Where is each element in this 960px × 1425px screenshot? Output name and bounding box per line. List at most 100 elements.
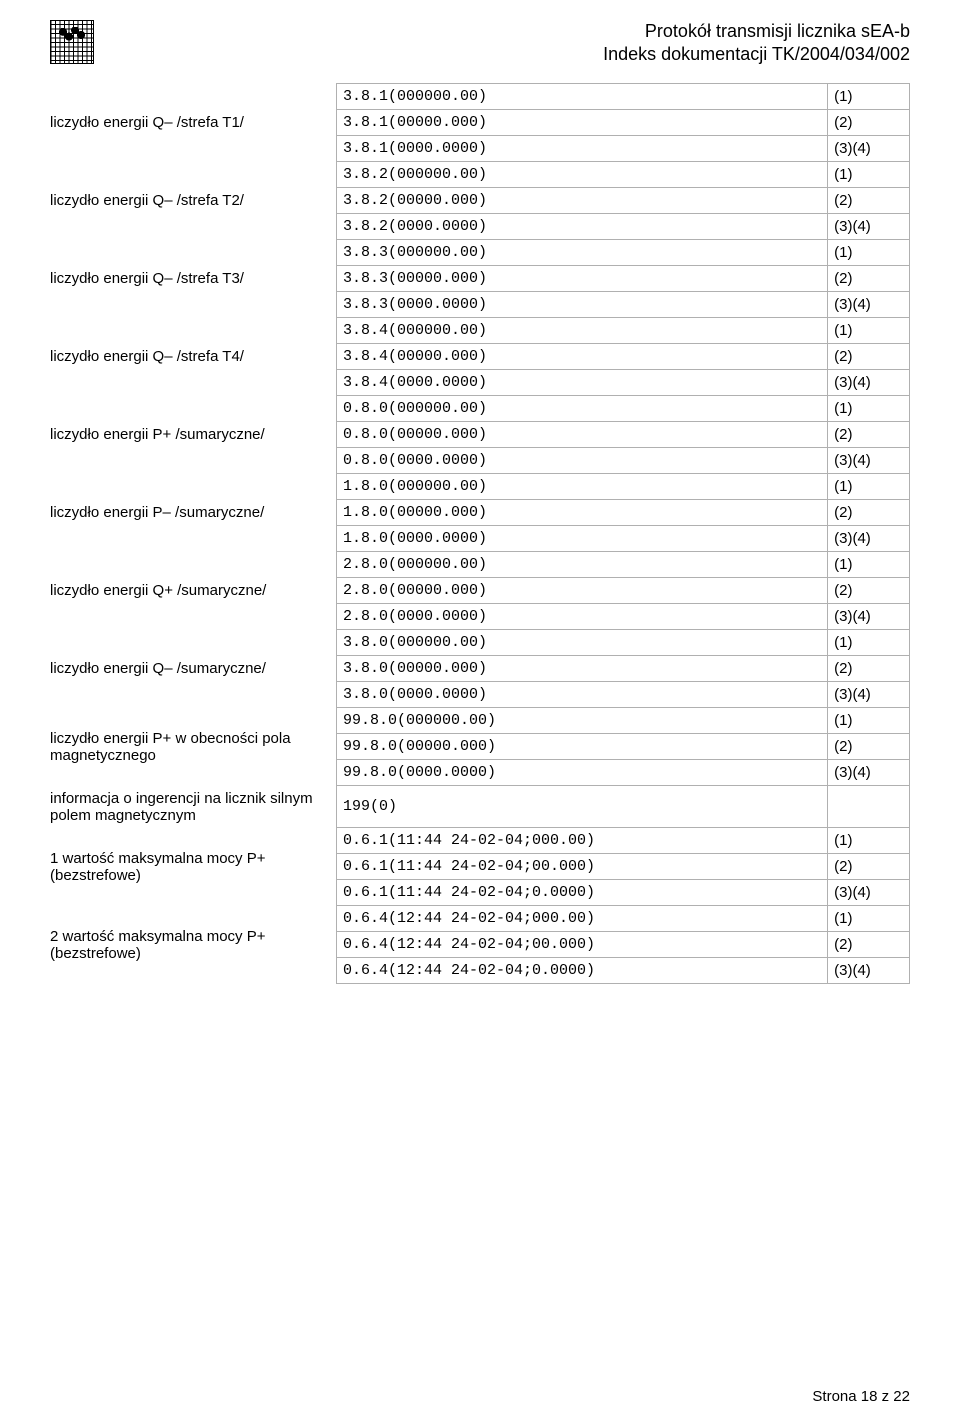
note-cell: (1) bbox=[828, 828, 910, 854]
code-cell: 1.8.0(0000.0000) bbox=[337, 526, 828, 552]
table-row: liczydło energii Q+ /sumaryczne/2.8.0(00… bbox=[50, 552, 910, 578]
code-cell: 3.8.1(0000.0000) bbox=[337, 136, 828, 162]
group-label: 1 wartość maksymalna mocy P+ (bezstrefow… bbox=[50, 828, 337, 906]
table-row: liczydło energii Q– /strefa T4/3.8.4(000… bbox=[50, 318, 910, 344]
code-cell: 0.6.1(11:44 24-02-04;00.000) bbox=[337, 854, 828, 880]
note-cell: (1) bbox=[828, 396, 910, 422]
code-cell: 3.8.2(00000.000) bbox=[337, 188, 828, 214]
note-cell: (3)(4) bbox=[828, 526, 910, 552]
group-label: liczydło energii Q– /strefa T2/ bbox=[50, 162, 337, 240]
note-cell: (3)(4) bbox=[828, 448, 910, 474]
note-cell: (2) bbox=[828, 500, 910, 526]
note-cell: (1) bbox=[828, 906, 910, 932]
header-line-2: Indeks dokumentacji TK/2004/034/002 bbox=[104, 43, 910, 66]
code-cell: 3.8.4(0000.0000) bbox=[337, 370, 828, 396]
code-cell: 3.8.2(000000.00) bbox=[337, 162, 828, 188]
code-cell: 99.8.0(000000.00) bbox=[337, 708, 828, 734]
note-cell: (2) bbox=[828, 344, 910, 370]
code-cell: 2.8.0(0000.0000) bbox=[337, 604, 828, 630]
data-table: liczydło energii Q– /strefa T1/3.8.1(000… bbox=[50, 83, 910, 984]
note-cell: (3)(4) bbox=[828, 136, 910, 162]
code-cell: 3.8.3(0000.0000) bbox=[337, 292, 828, 318]
code-cell: 0.6.1(11:44 24-02-04;0.0000) bbox=[337, 880, 828, 906]
code-cell: 0.6.1(11:44 24-02-04;000.00) bbox=[337, 828, 828, 854]
note-cell: (1) bbox=[828, 162, 910, 188]
logo-icon bbox=[50, 20, 94, 64]
table-row: liczydło energii Q– /strefa T2/3.8.2(000… bbox=[50, 162, 910, 188]
code-cell: 3.8.4(000000.00) bbox=[337, 318, 828, 344]
header-line-1: Protokół transmisji licznika sEA-b bbox=[104, 20, 910, 43]
table-row: liczydło energii P+ /sumaryczne/0.8.0(00… bbox=[50, 396, 910, 422]
group-label: liczydło energii P– /sumaryczne/ bbox=[50, 474, 337, 552]
header: Protokół transmisji licznika sEA-b Indek… bbox=[50, 20, 910, 65]
note-cell: (3)(4) bbox=[828, 760, 910, 786]
code-cell: 3.8.2(0000.0000) bbox=[337, 214, 828, 240]
code-cell: 0.6.4(12:44 24-02-04;00.000) bbox=[337, 932, 828, 958]
group-label: liczydło energii Q+ /sumaryczne/ bbox=[50, 552, 337, 630]
code-cell: 0.8.0(000000.00) bbox=[337, 396, 828, 422]
group-label: liczydło energii Q– /strefa T1/ bbox=[50, 84, 337, 162]
code-cell: 3.8.4(00000.000) bbox=[337, 344, 828, 370]
note-cell: (2) bbox=[828, 734, 910, 760]
code-cell: 99.8.0(0000.0000) bbox=[337, 760, 828, 786]
note-cell: (2) bbox=[828, 854, 910, 880]
code-cell: 0.8.0(00000.000) bbox=[337, 422, 828, 448]
group-label: liczydło energii P+ /sumaryczne/ bbox=[50, 396, 337, 474]
group-label: liczydło energii P+ w obecności pola mag… bbox=[50, 708, 337, 786]
group-label: liczydło energii Q– /strefa T3/ bbox=[50, 240, 337, 318]
header-text: Protokół transmisji licznika sEA-b Indek… bbox=[104, 20, 910, 65]
note-cell: (2) bbox=[828, 188, 910, 214]
group-label: 2 wartość maksymalna mocy P+ (bezstrefow… bbox=[50, 906, 337, 984]
page: Protokół transmisji licznika sEA-b Indek… bbox=[0, 0, 960, 1425]
note-cell: (1) bbox=[828, 318, 910, 344]
note-cell: (3)(4) bbox=[828, 370, 910, 396]
code-cell: 3.8.0(0000.0000) bbox=[337, 682, 828, 708]
group-label: liczydło energii Q– /strefa T4/ bbox=[50, 318, 337, 396]
code-cell: 1.8.0(00000.000) bbox=[337, 500, 828, 526]
note-cell: (1) bbox=[828, 240, 910, 266]
table-row: liczydło energii Q– /sumaryczne/3.8.0(00… bbox=[50, 630, 910, 656]
group-label: informacja o ingerencji na licznik silny… bbox=[50, 786, 337, 828]
code-cell: 3.8.1(00000.000) bbox=[337, 110, 828, 136]
code-cell: 3.8.3(000000.00) bbox=[337, 240, 828, 266]
note-cell: (3)(4) bbox=[828, 682, 910, 708]
note-cell: (1) bbox=[828, 708, 910, 734]
note-cell: (2) bbox=[828, 578, 910, 604]
note-cell: (1) bbox=[828, 474, 910, 500]
code-cell: 199(0) bbox=[337, 786, 828, 828]
note-cell: (2) bbox=[828, 266, 910, 292]
note-cell: (2) bbox=[828, 932, 910, 958]
note-cell: (1) bbox=[828, 630, 910, 656]
table-row: liczydło energii P+ w obecności pola mag… bbox=[50, 708, 910, 734]
note-cell: (3)(4) bbox=[828, 880, 910, 906]
note-cell: (3)(4) bbox=[828, 292, 910, 318]
table-row: liczydło energii Q– /strefa T1/3.8.1(000… bbox=[50, 84, 910, 110]
note-cell: (3)(4) bbox=[828, 958, 910, 984]
table-row: 2 wartość maksymalna mocy P+ (bezstrefow… bbox=[50, 906, 910, 932]
code-cell: 3.8.0(000000.00) bbox=[337, 630, 828, 656]
note-cell: (1) bbox=[828, 552, 910, 578]
table-row: liczydło energii Q– /strefa T3/3.8.3(000… bbox=[50, 240, 910, 266]
table-row: 1 wartość maksymalna mocy P+ (bezstrefow… bbox=[50, 828, 910, 854]
note-cell: (3)(4) bbox=[828, 604, 910, 630]
group-label: liczydło energii Q– /sumaryczne/ bbox=[50, 630, 337, 708]
table-row: liczydło energii P– /sumaryczne/1.8.0(00… bbox=[50, 474, 910, 500]
code-cell: 3.8.1(000000.00) bbox=[337, 84, 828, 110]
note-cell: (2) bbox=[828, 110, 910, 136]
code-cell: 1.8.0(000000.00) bbox=[337, 474, 828, 500]
code-cell: 2.8.0(000000.00) bbox=[337, 552, 828, 578]
code-cell: 0.6.4(12:44 24-02-04;000.00) bbox=[337, 906, 828, 932]
code-cell: 3.8.3(00000.000) bbox=[337, 266, 828, 292]
note-cell: (3)(4) bbox=[828, 214, 910, 240]
note-cell: (2) bbox=[828, 422, 910, 448]
note-cell bbox=[828, 786, 910, 828]
code-cell: 2.8.0(00000.000) bbox=[337, 578, 828, 604]
code-cell: 3.8.0(00000.000) bbox=[337, 656, 828, 682]
code-cell: 99.8.0(00000.000) bbox=[337, 734, 828, 760]
code-cell: 0.8.0(0000.0000) bbox=[337, 448, 828, 474]
code-cell: 0.6.4(12:44 24-02-04;0.0000) bbox=[337, 958, 828, 984]
note-cell: (1) bbox=[828, 84, 910, 110]
page-footer: Strona 18 z 22 bbox=[812, 1388, 910, 1405]
table-row: informacja o ingerencji na licznik silny… bbox=[50, 786, 910, 828]
note-cell: (2) bbox=[828, 656, 910, 682]
